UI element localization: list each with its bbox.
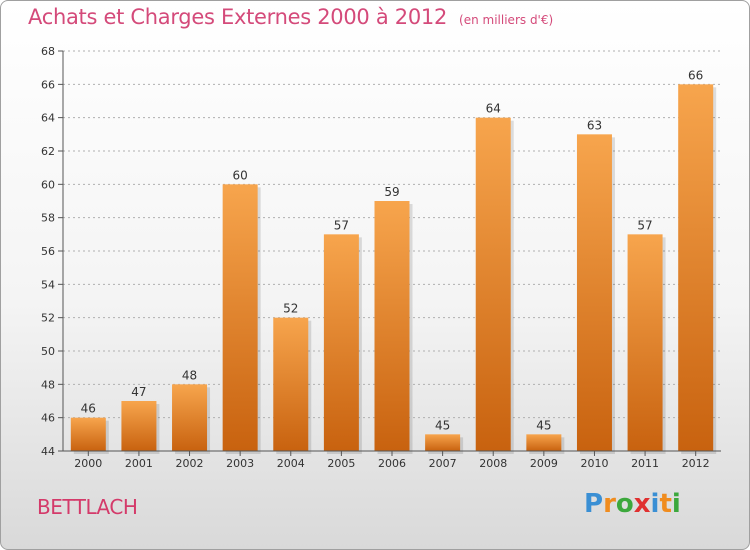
- logo-letter: t: [659, 489, 672, 519]
- x-tick-label: 2004: [277, 457, 305, 470]
- logo-letter: i: [650, 489, 660, 519]
- proxiti-logo[interactable]: Proxiti: [584, 489, 681, 519]
- bar-value-label: 64: [486, 102, 501, 116]
- y-tick-label: 44: [41, 445, 55, 458]
- bar-2005[interactable]: [323, 234, 359, 451]
- x-tick-label: 2009: [530, 457, 558, 470]
- y-tick-label: 62: [41, 145, 55, 158]
- y-tick-label: 46: [41, 412, 55, 425]
- bar-value-label: 66: [688, 68, 703, 82]
- bar-2000[interactable]: [70, 417, 106, 451]
- bar-value-label: 45: [536, 418, 551, 432]
- bar-value-label: 47: [131, 385, 146, 399]
- bar-value-label: 45: [435, 418, 450, 432]
- bar-value-label: 59: [384, 185, 399, 199]
- bar-2012[interactable]: [678, 84, 714, 451]
- x-tick-label: 2001: [125, 457, 153, 470]
- bar-value-label: 57: [334, 218, 349, 232]
- bar-value-label: 46: [81, 402, 96, 416]
- bar-2011[interactable]: [627, 234, 663, 451]
- x-tick-label: 2005: [327, 457, 355, 470]
- y-tick-label: 68: [41, 45, 55, 58]
- bars-layer: 46 47 48 60 52 57 59 45 64 45 63 57 66: [70, 68, 717, 455]
- bar-value-label: 48: [182, 368, 197, 382]
- x-tick-label: 2003: [226, 457, 254, 470]
- bar-value-label: 52: [283, 302, 298, 316]
- bar-value-label: 60: [233, 168, 248, 182]
- bar-2006[interactable]: [374, 201, 410, 451]
- x-tick-label: 2000: [74, 457, 102, 470]
- bar-2004[interactable]: [273, 317, 309, 451]
- y-tick-label: 56: [41, 245, 55, 258]
- y-tick-label: 60: [41, 178, 55, 191]
- y-tick-label: 50: [41, 345, 55, 358]
- x-tick-label: 2006: [378, 457, 406, 470]
- location-label: BETTLACH: [37, 495, 138, 519]
- logo-letter: i: [671, 489, 681, 519]
- x-tick-label: 2010: [580, 457, 608, 470]
- y-tick-label: 52: [41, 312, 55, 325]
- x-tick-label: 2002: [176, 457, 204, 470]
- y-tick-label: 58: [41, 212, 55, 225]
- bar-2009[interactable]: [526, 434, 562, 451]
- logo-letter: x: [633, 489, 651, 519]
- bar-2010[interactable]: [576, 134, 612, 452]
- x-tick-label: 2011: [631, 457, 659, 470]
- y-tick-label: 54: [41, 278, 55, 291]
- bar-value-label: 63: [587, 118, 602, 132]
- y-tick-label: 48: [41, 378, 55, 391]
- bar-2008[interactable]: [475, 117, 511, 452]
- axis-layer: 44 46 48 50 52 54 56 58 60 62 64 66 68 2000 2001 2002 20…: [41, 45, 721, 470]
- logo-letter: o: [615, 489, 634, 519]
- logo-letter: r: [603, 489, 616, 519]
- bar-2001[interactable]: [121, 401, 157, 451]
- chart-title: Achats et Charges Externes 2000 à 2012 (e…: [28, 5, 553, 29]
- bar-value-label: 57: [637, 218, 652, 232]
- bar-2003[interactable]: [222, 184, 258, 452]
- logo-letter: P: [584, 489, 604, 519]
- y-tick-label: 64: [41, 112, 55, 125]
- y-tick-label: 66: [41, 78, 55, 91]
- bar-2007[interactable]: [425, 434, 461, 451]
- x-tick-label: 2007: [429, 457, 457, 470]
- bar-2002[interactable]: [172, 384, 208, 451]
- x-tick-label: 2012: [682, 457, 710, 470]
- chart-unit: (en milliers d'€): [459, 13, 554, 27]
- x-tick-label: 2008: [479, 457, 507, 470]
- chart-title-text: Achats et Charges Externes 2000 à 2012: [28, 5, 448, 29]
